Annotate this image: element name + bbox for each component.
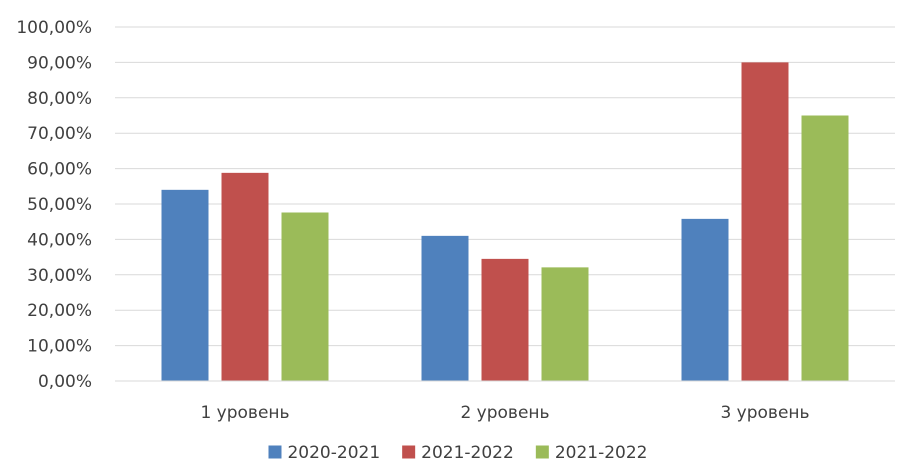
y-tick-label: 0,00% <box>38 372 92 392</box>
legend-label: 2020-2021 <box>287 443 380 463</box>
legend-swatch <box>402 445 416 459</box>
legend-swatch <box>535 445 549 459</box>
y-tick-label: 60,00% <box>27 160 92 180</box>
y-tick-label: 90,00% <box>27 53 92 73</box>
legend: 2020-2021 2021-2022 2021-2022 <box>268 443 648 463</box>
bar-series-1-category-3 <box>681 218 729 381</box>
x-category-label: 2 уровень <box>460 403 549 423</box>
bar-series-3-category-2 <box>541 267 589 381</box>
bar-series-2-category-1 <box>221 172 269 381</box>
y-tick-label: 100,00% <box>16 18 92 38</box>
y-tick-label: 30,00% <box>27 266 92 286</box>
legend-swatch <box>268 445 282 459</box>
y-axis-tick-labels: 0,00% 10,00% 20,00% 30,00% 40,00% 50,00% 60,00… <box>16 18 92 392</box>
legend-label: 2021-2022 <box>421 443 514 463</box>
y-tick-label: 10,00% <box>27 337 92 357</box>
bar-series-3-category-3 <box>801 115 849 381</box>
x-category-label: 3 уровень <box>720 403 809 423</box>
y-tick-label: 70,00% <box>27 124 92 144</box>
bar-series-2-category-3 <box>741 62 789 382</box>
bars <box>161 62 849 382</box>
bar-series-1-category-1 <box>161 189 209 381</box>
legend-label: 2021-2022 <box>555 443 648 463</box>
bar-series-1-category-2 <box>421 235 469 381</box>
x-category-label: 1 уровень <box>200 403 289 423</box>
y-tick-label: 40,00% <box>27 230 92 250</box>
y-tick-label: 80,00% <box>27 89 92 109</box>
y-tick-label: 50,00% <box>27 195 92 215</box>
y-tick-label: 20,00% <box>27 301 92 321</box>
bar-series-2-category-2 <box>481 258 529 381</box>
x-axis-category-labels: 1 уровень 2 уровень 3 уровень <box>200 403 809 423</box>
bar-series-3-category-1 <box>281 212 329 381</box>
